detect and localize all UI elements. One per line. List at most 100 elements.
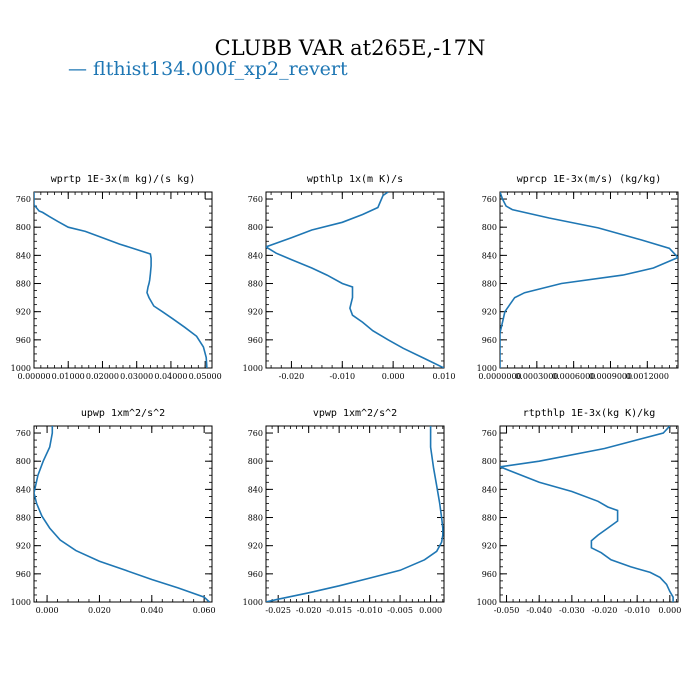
x-tick-label: 0.000 — [382, 372, 405, 381]
y-tick-label: 920 — [482, 542, 497, 551]
x-tick-label: -0.020 — [592, 606, 618, 615]
y-tick-label: 1000 — [477, 598, 497, 607]
x-tick-label: 0.0009000 — [589, 372, 632, 381]
panel-2: wpthlp 1x(m K)/s 760 800 840 880 920 960 1000 -0… — [243, 174, 456, 381]
x-tick-label: 0.0012000 — [626, 372, 669, 381]
x-tick-label: 0.00000 — [17, 372, 50, 381]
x-tick-label: 0.020 — [88, 606, 111, 615]
y-tick-label: 760 — [16, 195, 31, 204]
y-tick-label: 1000 — [477, 364, 497, 373]
y-tick-label: 960 — [482, 336, 497, 345]
x-tick-label: 0.03000 — [120, 372, 153, 381]
y-tick-label: 840 — [248, 485, 263, 494]
plot-frame — [499, 425, 679, 603]
x-tick-label: 0.0006000 — [552, 372, 595, 381]
y-tick-label: 1000 — [11, 364, 31, 373]
panel-title: vpwp 1xm^2/s^2 — [313, 408, 397, 419]
y-tick-label: 840 — [16, 251, 31, 260]
y-tick-label: 960 — [16, 336, 31, 345]
y-tick-label: 800 — [16, 457, 31, 466]
x-tick-label: -0.010 — [329, 372, 355, 381]
x-tick-label: 0.04000 — [154, 372, 187, 381]
series-line — [500, 192, 678, 368]
x-tick-label: -0.010 — [357, 606, 383, 615]
y-tick-label: 920 — [16, 542, 31, 551]
x-tick-label: -0.020 — [279, 372, 305, 381]
y-tick-label: 920 — [16, 308, 31, 317]
x-tick-label: -0.050 — [494, 606, 520, 615]
x-tick-label: 0.0003000 — [515, 372, 558, 381]
x-tick-label: 0.000 — [658, 606, 681, 615]
y-tick-label: 760 — [482, 429, 497, 438]
panel-6: rtpthlp 1E-3x(kg K)/kg 760 800 840 880 920 960… — [477, 408, 682, 615]
y-tick-label: 1000 — [243, 364, 263, 373]
x-tick-label: 0.060 — [193, 606, 216, 615]
x-tick-label: 0.05000 — [189, 372, 222, 381]
panel-title: wprtp 1E-3x(m kg)/(s kg) — [51, 174, 196, 185]
y-tick-label: 960 — [16, 570, 31, 579]
plot-frame — [499, 191, 679, 369]
y-tick-label: 960 — [248, 570, 263, 579]
series-line — [266, 426, 444, 602]
x-tick-label: 0.010 — [433, 372, 456, 381]
plot-frame — [33, 425, 213, 603]
panel-title: wprcp 1E-3x(m/s) (kg/kg) — [517, 174, 662, 185]
y-tick-label: 880 — [16, 514, 31, 523]
panel-5: vpwp 1xm^2/s^27608008408809209601000-0.0… — [243, 408, 445, 615]
x-tick-label: 0.000 — [419, 606, 442, 615]
y-tick-label: 840 — [16, 485, 31, 494]
y-tick-label: 880 — [248, 514, 263, 523]
y-tick-label: 760 — [248, 195, 263, 204]
y-tick-label: 880 — [482, 280, 497, 289]
y-tick-label: 800 — [248, 457, 263, 466]
series-line — [34, 192, 208, 368]
y-tick-label: 840 — [248, 251, 263, 260]
x-tick-label: -0.030 — [559, 606, 585, 615]
panel-4: upwp 1xm^2/s^2 760 800 840 880 920 960 1000 0.00… — [11, 408, 216, 615]
x-tick-label: 0.040 — [140, 606, 163, 615]
y-tick-label: 800 — [482, 457, 497, 466]
x-tick-label: 0.0000000 — [478, 372, 521, 381]
panel-1: wprtp 1E-3x(m kg)/(s kg) 760 800 840 880 920 9… — [11, 174, 222, 381]
plot-frame — [265, 191, 445, 369]
x-tick-label: 0.02000 — [86, 372, 119, 381]
x-tick-label: -0.020 — [296, 606, 322, 615]
y-tick-label: 760 — [248, 429, 263, 438]
y-tick-label: 880 — [248, 280, 263, 289]
x-tick-label: 0.01000 — [52, 372, 85, 381]
panel-3: wprcp 1E-3x(m/s) (kg/kg) 760 800 840 880 920 9… — [477, 174, 679, 381]
x-tick-label: -0.005 — [387, 606, 413, 615]
y-tick-label: 800 — [16, 223, 31, 232]
y-tick-label: 1000 — [243, 598, 263, 607]
figure-title: CLUBB VAR at265E,-17N — [214, 36, 486, 60]
x-tick-label: -0.010 — [624, 606, 650, 615]
series-line — [266, 192, 444, 368]
y-tick-label: 800 — [482, 223, 497, 232]
y-tick-label: 880 — [482, 514, 497, 523]
y-tick-label: 920 — [482, 308, 497, 317]
panel-title: wpthlp 1x(m K)/s — [307, 174, 403, 185]
y-tick-label: 840 — [482, 251, 497, 260]
y-tick-label: 880 — [16, 280, 31, 289]
plot-frame — [33, 191, 213, 369]
y-tick-label: 800 — [248, 223, 263, 232]
x-tick-label: 0.000 — [36, 606, 59, 615]
y-tick-label: 960 — [248, 336, 263, 345]
y-tick-label: 920 — [248, 308, 263, 317]
x-tick-label: -0.040 — [526, 606, 552, 615]
y-tick-label: 920 — [248, 542, 263, 551]
y-tick-label: 960 — [482, 570, 497, 579]
y-tick-label: 1000 — [11, 598, 31, 607]
x-tick-label: -0.015 — [326, 606, 352, 615]
panel-title: upwp 1xm^2/s^2 — [81, 408, 165, 419]
legend-entry: — flthist134.000f_xp2_revert — [68, 58, 348, 80]
x-tick-label: -0.025 — [265, 606, 291, 615]
y-tick-label: 760 — [16, 429, 31, 438]
y-tick-label: 840 — [482, 485, 497, 494]
plot-frame — [265, 425, 445, 603]
panel-title: rtpthlp 1E-3x(kg K)/kg — [523, 408, 655, 419]
series-line — [500, 426, 674, 602]
y-tick-label: 760 — [482, 195, 497, 204]
series-line — [34, 426, 210, 602]
